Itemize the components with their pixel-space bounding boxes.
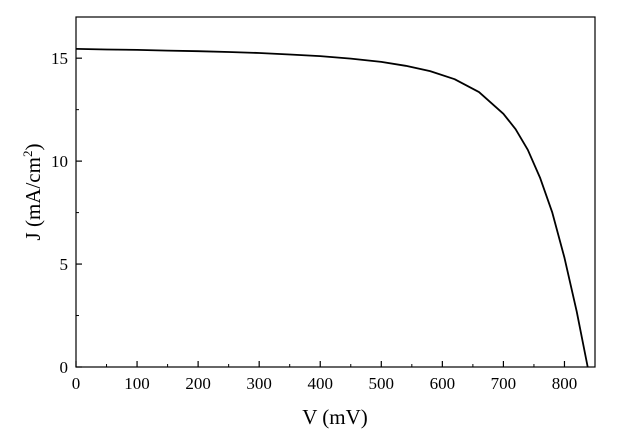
x-tick-label: 100	[124, 374, 150, 393]
y-axis-label-superscript: 2	[20, 151, 35, 158]
x-tick-label: 0	[72, 374, 81, 393]
y-axis-label-main: J (mA/cm	[21, 157, 45, 240]
plot-frame	[75, 16, 596, 368]
x-tick-label: 500	[369, 374, 395, 393]
jv-curve	[75, 48, 589, 368]
x-tick-label: 300	[246, 374, 272, 393]
series-layer	[75, 48, 589, 368]
y-tick-label: 15	[51, 49, 68, 68]
x-tick-label: 200	[185, 374, 211, 393]
x-axis-label: V (mV)	[302, 405, 368, 429]
x-tick-label: 400	[307, 374, 333, 393]
y-tick-label: 5	[60, 255, 69, 274]
y-axis-label-close: )	[21, 144, 45, 151]
y-axis-label: J (mA/cm2)	[20, 144, 45, 241]
x-tick-label: 600	[430, 374, 456, 393]
x-tick-label: 800	[552, 374, 578, 393]
y-axis-ticks: 0 5 10 15	[51, 49, 82, 377]
y-tick-label: 10	[51, 152, 68, 171]
x-axis-ticks: 0 100 200 300 400 500 600 700 800	[72, 361, 577, 393]
y-tick-label: 0	[60, 358, 69, 377]
x-tick-label: 700	[491, 374, 517, 393]
